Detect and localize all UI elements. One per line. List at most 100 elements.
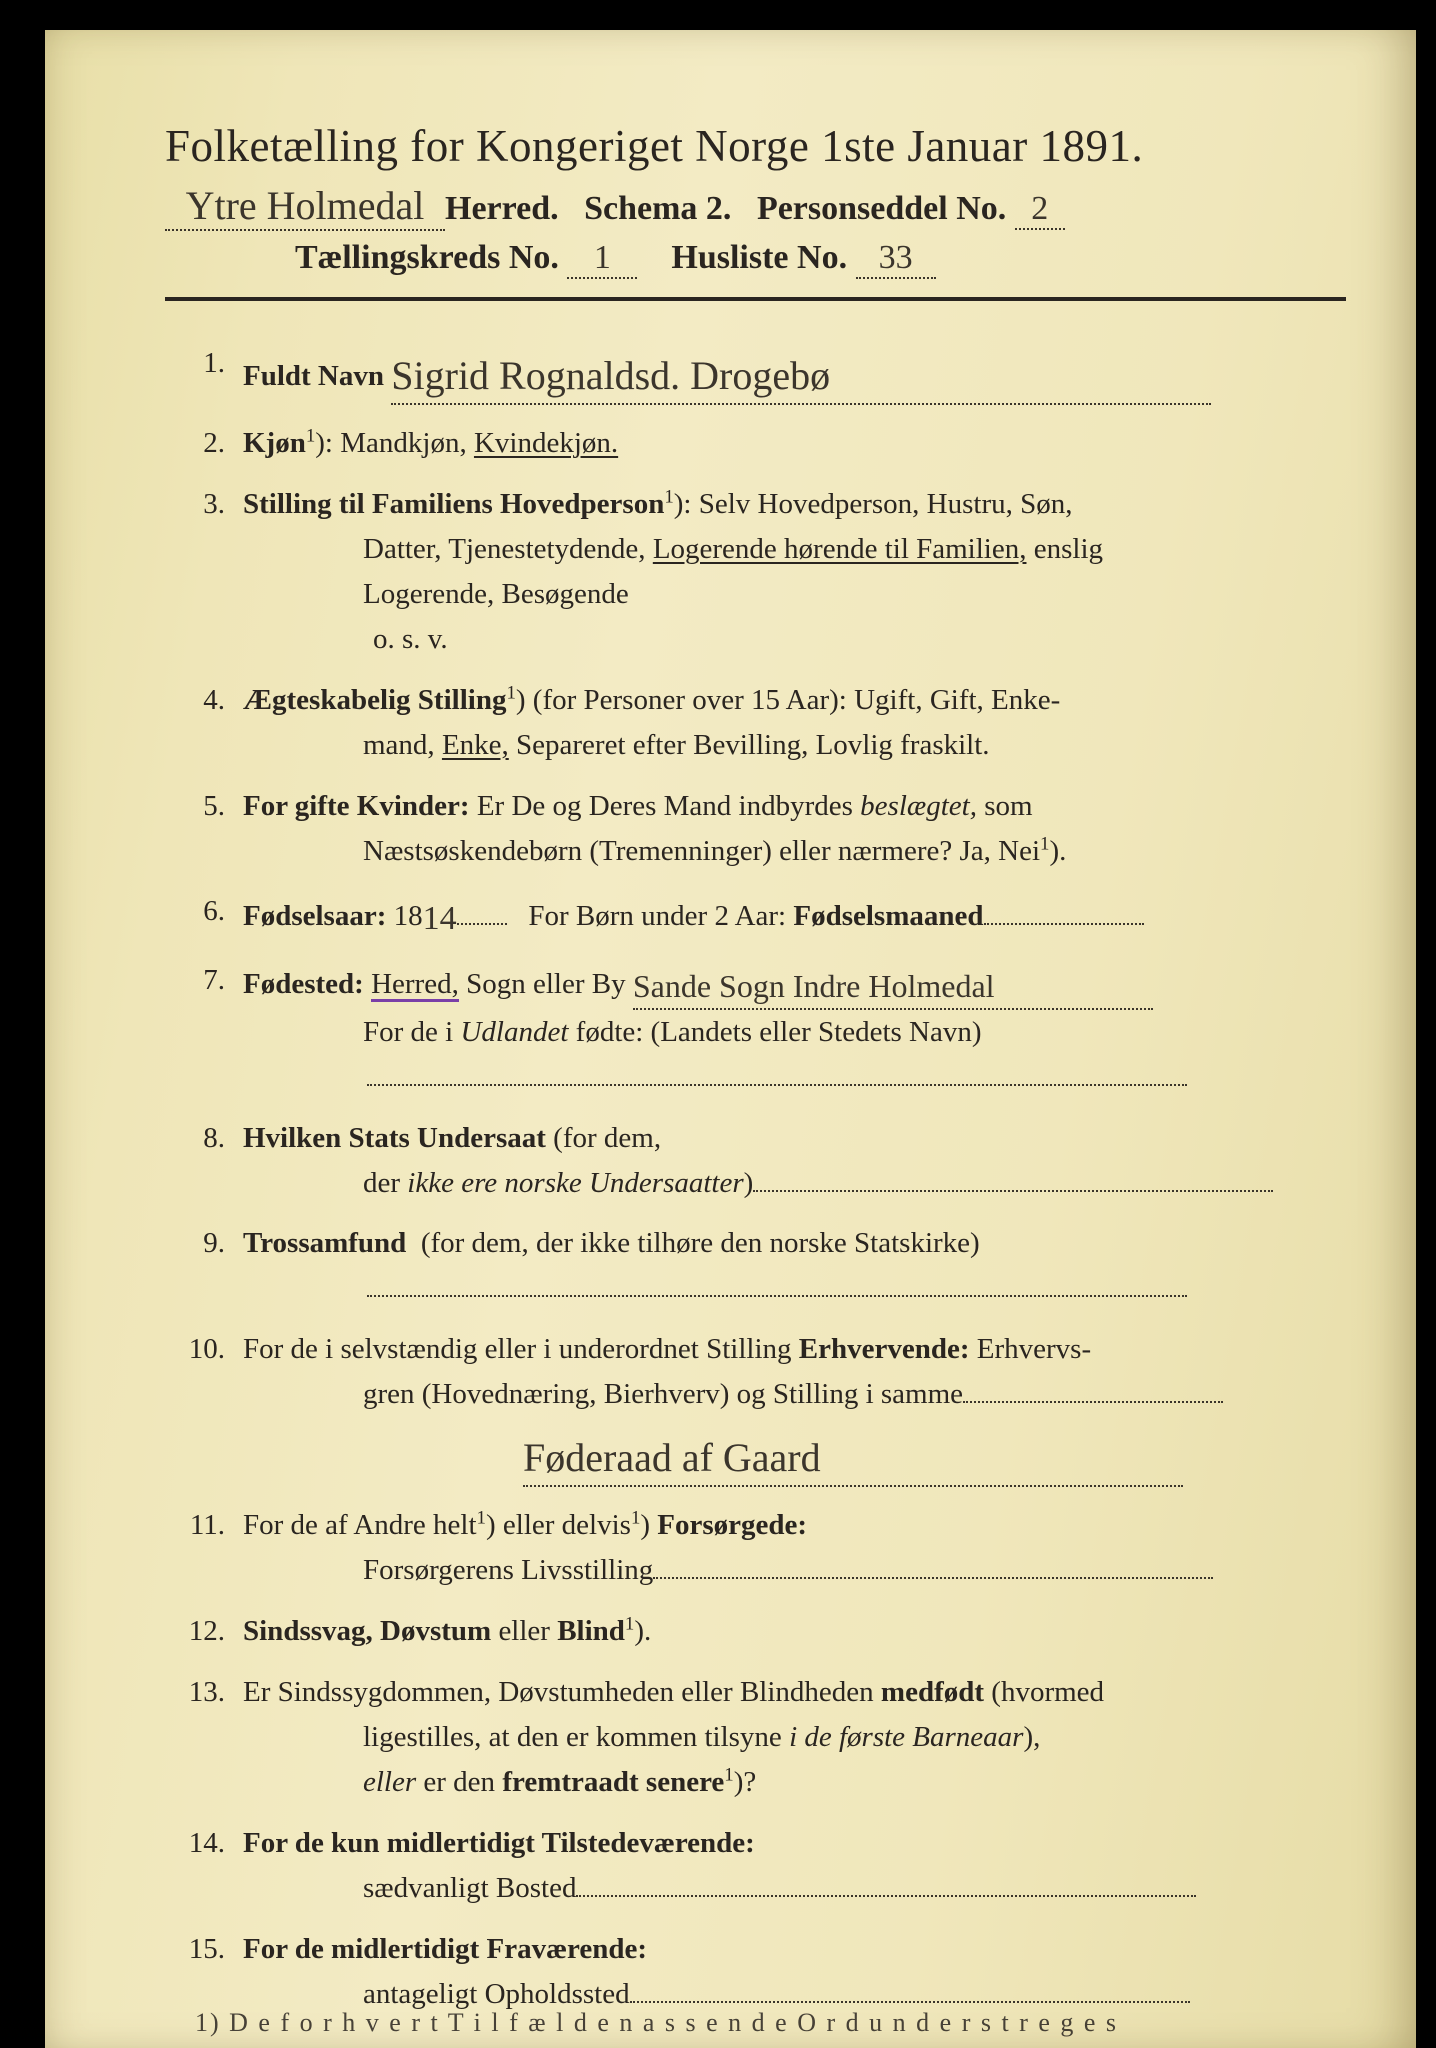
q1-label: Fuldt Navn xyxy=(243,360,384,392)
q15-t1: antageligt Opholdssted xyxy=(363,1978,630,2010)
form-header: Folketælling for Kongeriget Norge 1ste J… xyxy=(165,120,1346,301)
q5-label: For gifte Kvinder: xyxy=(243,790,470,822)
q11-line2: Forsørgerens Livsstilling xyxy=(243,1548,1346,1593)
q4: Ægteskabelig Stilling1) (for Personer ov… xyxy=(165,678,1346,768)
q4-paren: (for Personer over 15 Aar): xyxy=(533,684,847,716)
q13-i2: eller xyxy=(363,1766,416,1798)
schema-label: Schema 2. xyxy=(584,190,731,227)
q9-label: Trossamfund xyxy=(243,1227,406,1259)
q13-label2: fremtraadt senere xyxy=(502,1766,724,1798)
q7-blank xyxy=(243,1055,1346,1100)
title: Folketælling for Kongeriget Norge 1ste J… xyxy=(165,120,1346,172)
q8-i1: ikke ere norske Undersaatter xyxy=(407,1167,743,1199)
q4-label: Ægteskabelig Stilling xyxy=(243,684,506,716)
q3-t1: Selv Hovedperson, Hustru, Søn, xyxy=(699,488,1073,520)
q11-t2: eller delvis xyxy=(503,1509,631,1541)
q10: For de i selvstændig eller i underordnet… xyxy=(165,1327,1346,1487)
q7-line2: For de i Udlandet fødte: (Landets eller … xyxy=(243,1010,1346,1055)
q2-label: Kjøn xyxy=(243,427,306,459)
header-line-3: Tællingskreds No. 1 Husliste No. 33 xyxy=(165,239,1346,279)
q13-i1: i de første Barneaar xyxy=(789,1721,1023,1753)
q10-t2: Erhvervs- xyxy=(977,1333,1091,1365)
q7-i1: Udlandet xyxy=(460,1016,568,1048)
q13-t4: ), xyxy=(1023,1721,1040,1753)
q13-t3: ligestilles, at den er kommen tilsyne xyxy=(363,1721,782,1753)
q13-t5: er den xyxy=(423,1766,495,1798)
q14-line2: sædvanligt Bosted xyxy=(243,1866,1346,1911)
q8-label: Hvilken Stats Undersaat xyxy=(243,1122,546,1154)
q3: Stilling til Familiens Hovedperson1): Se… xyxy=(165,482,1346,662)
q12: Sindssvag, Døvstum eller Blind1). xyxy=(165,1609,1346,1654)
herred-label: Herred. xyxy=(445,190,559,227)
kreds-label: Tællingskreds No. xyxy=(295,239,559,276)
q10-t1: For de i selvstændig eller i underordnet… xyxy=(243,1333,792,1365)
q8-t2: der xyxy=(363,1167,400,1199)
q9: Trossamfund (for dem, der ikke tilhøre d… xyxy=(165,1221,1346,1311)
q14: For de kun midlertidigt Tilstedeværende:… xyxy=(165,1821,1346,1911)
q12-label2: Blind xyxy=(557,1615,625,1647)
form-body: Fuldt Navn Sigrid Rognaldsd. Drogebø Kjø… xyxy=(165,341,1346,2017)
q2: Kjøn1): Mandkjøn, Kvindekjøn. xyxy=(165,421,1346,466)
q9-blank xyxy=(243,1266,1346,1311)
q1-value: Sigrid Rognaldsd. Drogebø xyxy=(391,345,830,407)
q3-selected: Logerende hørende til Familien, xyxy=(653,533,1027,565)
q13-line2: ligestilles, at den er kommen tilsyne i … xyxy=(243,1715,1346,1760)
q7-t3: fødte: (Landets eller Stedets Navn) xyxy=(576,1016,982,1048)
q14-label: For de kun midlertidigt Tilstedeværende: xyxy=(243,1827,755,1859)
q15: For de midlertidigt Fraværende: antageli… xyxy=(165,1927,1346,2017)
q13-t2: (hvormed xyxy=(991,1676,1104,1708)
q6-year-prefix: 18 xyxy=(394,900,423,932)
q4-t2: mand, xyxy=(363,729,435,761)
q10-value: Føderaad af Gaard xyxy=(523,1427,821,1489)
q12-label: Sindssvag, Døvstum xyxy=(243,1615,491,1647)
q12-t1: eller xyxy=(498,1615,550,1647)
q15-label: For de midlertidigt Fraværende: xyxy=(243,1933,647,1965)
q6-label2: Fødselsmaaned xyxy=(793,900,983,932)
document-page: Folketælling for Kongeriget Norge 1ste J… xyxy=(45,30,1416,2048)
husliste-label: Husliste No. xyxy=(671,239,847,276)
herred-handwritten: Ytre Holmedal xyxy=(165,182,445,231)
q13-line3: eller er den fremtraadt senere1)? xyxy=(243,1760,1346,1805)
q7-t2: For de i xyxy=(363,1016,453,1048)
q13-t1: Er Sindssygdommen, Døvstumheden eller Bl… xyxy=(243,1676,874,1708)
q3-t3: enslig xyxy=(1034,533,1103,565)
header-line-2: Ytre HolmedalHerred. Schema 2. Personsed… xyxy=(165,182,1346,231)
q4-line2: mand, Enke, Separeret efter Bevilling, L… xyxy=(243,723,1346,768)
q8-line2: der ikke ere norske Undersaatter) xyxy=(243,1161,1346,1206)
header-rule xyxy=(165,297,1346,301)
q10-line2: gren (Hovednæring, Bierhverv) og Stillin… xyxy=(243,1372,1346,1417)
kreds-no: 1 xyxy=(567,239,637,279)
q3-t5: o. s. v. xyxy=(243,617,1346,662)
q6-t2: For Børn under 2 Aar: xyxy=(528,900,786,932)
q3-line2: Datter, Tjenestetydende, Logerende høren… xyxy=(243,527,1346,572)
q8: Hvilken Stats Undersaat (for dem, der ik… xyxy=(165,1116,1346,1206)
q6: Fødselsaar: 1814 For Børn under 2 Aar: F… xyxy=(165,889,1346,942)
q8-paren: (for dem, xyxy=(553,1122,661,1154)
q7-herred: Herred, xyxy=(371,970,459,1002)
q4-t3: Separeret efter Bevilling, Lovlig fraski… xyxy=(516,729,990,761)
footnote-cutoff: 1) D e f o r h v e r t T i l f æ l d e n… xyxy=(195,2008,1336,2038)
q11-t3: Forsørgerens Livsstilling xyxy=(363,1554,653,1586)
q9-t1: (for dem, der ikke tilhøre den norske St… xyxy=(421,1227,980,1259)
q4-t1: Ugift, Gift, Enke- xyxy=(854,684,1060,716)
q4-selected: Enke, xyxy=(442,729,509,761)
q3-t4: Logerende, Besøgende xyxy=(243,572,1346,617)
q7-value: Sande Sogn Indre Holmedal xyxy=(633,962,995,1012)
q5-t1: Er De og Deres Mand indbyrdes xyxy=(477,790,853,822)
q5-i1: beslægtet, xyxy=(860,790,977,822)
q10-t3: gren (Hovednæring, Bierhverv) og Stillin… xyxy=(363,1378,963,1410)
q5-line2: Næstsøskendebørn (Tremenninger) eller næ… xyxy=(243,829,1346,874)
q11-label: Forsørgede: xyxy=(657,1509,807,1541)
q7-label: Fødested: xyxy=(243,968,364,1000)
q10-answer-line: Føderaad af Gaard xyxy=(243,1423,1346,1487)
personseddel-label: Personseddel No. xyxy=(757,190,1006,227)
q1: Fuldt Navn Sigrid Rognaldsd. Drogebø xyxy=(165,341,1346,405)
q7: Fødested: Herred, Sogn eller By Sande So… xyxy=(165,958,1346,1099)
q7-t1: Sogn eller By xyxy=(466,968,626,1000)
q10-label: Erhvervende: xyxy=(799,1333,970,1365)
q11: For de af Andre helt1) eller delvis1) Fo… xyxy=(165,1503,1346,1593)
q13-label: medfødt xyxy=(881,1676,984,1708)
q2-option-mand: Mandkjøn, xyxy=(340,427,466,459)
q3-label: Stilling til Familiens Hovedperson xyxy=(243,488,664,520)
q6-year: 14 xyxy=(423,893,457,946)
